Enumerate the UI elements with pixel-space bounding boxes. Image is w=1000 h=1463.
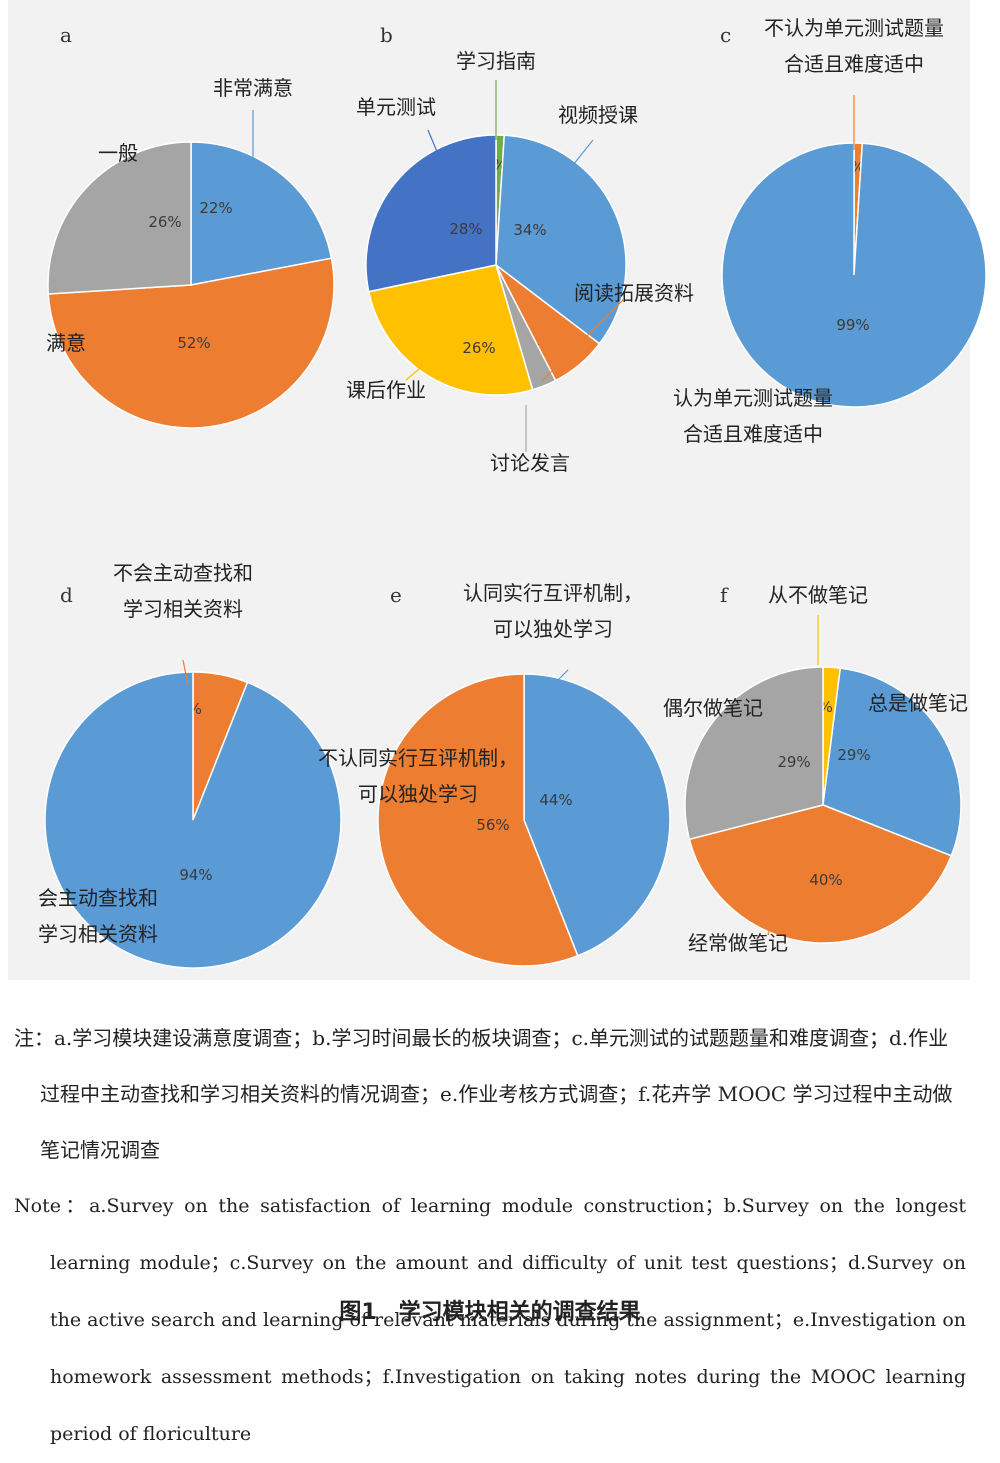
category-label: 满意 bbox=[46, 331, 86, 355]
category-label: 总是做笔记 bbox=[868, 691, 968, 715]
panel-letter: b bbox=[380, 23, 393, 47]
category-label: 视频授课 bbox=[558, 103, 638, 127]
pie-slice bbox=[377, 673, 579, 967]
pie-slice bbox=[495, 134, 627, 345]
slice-percent-label: 99% bbox=[836, 316, 869, 334]
slice-percent-label: 29% bbox=[837, 746, 870, 764]
pie-panel-e: e 44% 56% 认同实行互评机制，可以独处学习不认同实行互评机制，可以独处学习 bbox=[318, 560, 671, 1050]
pie-panel-a: a 22% 52% 26% 非常满意满意 一般 bbox=[28, 0, 348, 490]
leader-line bbox=[797, 359, 814, 401]
slice-percent-label: 26% bbox=[462, 339, 495, 357]
slice-percent-label: 94% bbox=[179, 866, 212, 884]
category-label: 认同实行互评机制，可以独处学习 bbox=[463, 581, 643, 641]
category-label: 偶尔做笔记 bbox=[663, 696, 763, 720]
category-label: 非常满意 bbox=[213, 76, 293, 100]
slice-percent-label: 29% bbox=[777, 753, 810, 771]
category-label: 会主动查找和学习相关资料 bbox=[38, 886, 158, 946]
leader-line bbox=[405, 344, 449, 381]
leader-line bbox=[755, 739, 784, 761]
panel-letter: e bbox=[390, 583, 402, 607]
category-label: 阅读拓展资料 bbox=[574, 281, 694, 305]
leader-line bbox=[137, 879, 149, 901]
slice-percent-label: 26% bbox=[148, 213, 181, 231]
leader-line bbox=[147, 174, 169, 216]
pie-slice bbox=[523, 673, 671, 957]
figure-caption: 图1 学习模块相关的调查结果 bbox=[339, 1300, 641, 1325]
pie-slice bbox=[365, 134, 497, 293]
pie-slice bbox=[822, 667, 962, 857]
leader-line bbox=[547, 669, 569, 691]
pie-slice bbox=[47, 141, 192, 295]
leader-line bbox=[542, 299, 624, 381]
category-label: 从不做笔记 bbox=[768, 583, 868, 607]
figure-notes: 注：a.学习模块建设满意度调查；b.学习时间最长的板块调查；c.单元测试的试题题… bbox=[14, 1010, 966, 1463]
pie-panel-b: b1%34%7%3%26%28%学习指南视频授课阅读拓展资料讨论发言课后作业单元… bbox=[346, 0, 694, 490]
panel-letter: a bbox=[60, 23, 72, 47]
leader-line bbox=[767, 899, 779, 936]
category-label: 讨论发言 bbox=[490, 451, 570, 475]
panel-letter: c bbox=[720, 23, 731, 47]
category-label: 不认同实行互评机制，可以独处学习 bbox=[318, 746, 518, 806]
slice-percent-label: 56% bbox=[476, 816, 509, 834]
category-label: 单元测试 bbox=[356, 95, 436, 119]
panel-letter: f bbox=[720, 583, 729, 607]
slice-percent-label: 44% bbox=[539, 791, 572, 809]
panel-letter: d bbox=[60, 583, 73, 607]
category-label: 认为单元测试题量合适且难度适中 bbox=[673, 386, 833, 446]
category-label: 经常做笔记 bbox=[688, 931, 788, 955]
slice-percent-label: 34% bbox=[513, 221, 546, 239]
pie-svg-b: b1%34%7%3%26%28%学习指南视频授课阅读拓展资料讨论发言课后作业单元… bbox=[346, 23, 694, 475]
pie-slice bbox=[190, 141, 333, 286]
category-label: 一般 bbox=[98, 141, 138, 165]
leader-line bbox=[182, 659, 189, 686]
leader-line bbox=[552, 139, 594, 191]
pie-slice bbox=[44, 671, 342, 969]
leader-line bbox=[467, 804, 474, 823]
category-label: 不会主动查找和学习相关资料 bbox=[113, 561, 253, 621]
leader-line bbox=[427, 129, 454, 191]
category-label: 学习指南 bbox=[456, 49, 536, 73]
pie-slice bbox=[47, 257, 335, 429]
category-label: 不认为单元测试题量合适且难度适中 bbox=[764, 16, 944, 76]
note-chinese: 注：a.学习模块建设满意度调查；b.学习时间最长的板块调查；c.单元测试的试题题… bbox=[14, 1026, 953, 1162]
leader-line bbox=[87, 319, 139, 346]
leader-line bbox=[887, 717, 917, 736]
slice-percent-label: 52% bbox=[177, 334, 210, 352]
slice-percent-label: 28% bbox=[449, 220, 482, 238]
slice-percent-label: 40% bbox=[809, 871, 842, 889]
pie-slice bbox=[684, 666, 824, 841]
pie-slice bbox=[721, 142, 987, 408]
category-label: 课后作业 bbox=[346, 378, 426, 402]
pie-slice bbox=[367, 264, 534, 396]
slice-percent-label: 22% bbox=[199, 199, 232, 217]
pie-slice bbox=[688, 804, 953, 944]
